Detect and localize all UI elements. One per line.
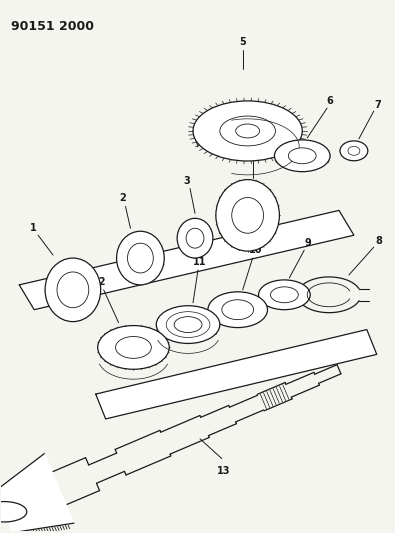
Ellipse shape: [208, 292, 267, 328]
Ellipse shape: [174, 317, 202, 333]
Ellipse shape: [156, 306, 220, 343]
Ellipse shape: [340, 141, 368, 161]
Text: 3: 3: [184, 175, 190, 185]
Text: 8: 8: [375, 236, 382, 246]
Polygon shape: [0, 454, 74, 532]
Text: 10: 10: [249, 245, 262, 255]
Polygon shape: [96, 329, 377, 419]
Ellipse shape: [232, 198, 263, 233]
Text: 1: 1: [30, 223, 37, 233]
Ellipse shape: [117, 231, 164, 285]
Ellipse shape: [271, 287, 298, 303]
Text: 90151 2000: 90151 2000: [11, 20, 94, 33]
Text: 7: 7: [374, 100, 381, 110]
Ellipse shape: [45, 258, 101, 321]
Ellipse shape: [177, 219, 213, 258]
Text: 4: 4: [249, 138, 256, 148]
Polygon shape: [19, 211, 354, 310]
Ellipse shape: [128, 243, 153, 273]
Text: 13: 13: [217, 465, 231, 475]
Ellipse shape: [275, 140, 330, 172]
Ellipse shape: [166, 312, 210, 337]
Ellipse shape: [216, 180, 279, 251]
Text: 11: 11: [193, 257, 207, 267]
Ellipse shape: [259, 280, 310, 310]
Ellipse shape: [0, 502, 27, 522]
Ellipse shape: [186, 228, 204, 248]
Ellipse shape: [288, 148, 316, 164]
Ellipse shape: [220, 116, 275, 146]
Ellipse shape: [222, 300, 254, 320]
Text: 9: 9: [305, 238, 312, 248]
Ellipse shape: [348, 147, 360, 155]
Text: 12: 12: [93, 277, 106, 287]
Ellipse shape: [98, 326, 169, 369]
Text: 5: 5: [239, 37, 246, 46]
Text: 6: 6: [327, 96, 333, 106]
Ellipse shape: [57, 272, 89, 308]
Ellipse shape: [193, 101, 302, 161]
Text: 2: 2: [119, 193, 126, 204]
Ellipse shape: [236, 124, 260, 138]
Ellipse shape: [116, 336, 151, 358]
